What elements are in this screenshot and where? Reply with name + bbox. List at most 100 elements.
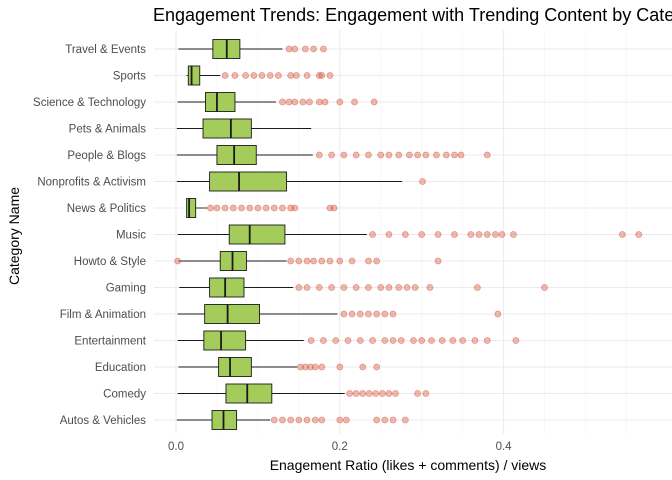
grid <box>154 30 672 434</box>
outlier-11-17 <box>512 337 520 344</box>
outlier-6-7 <box>262 204 270 212</box>
outlier-11-6 <box>381 337 389 344</box>
outlier-8-1 <box>287 257 295 265</box>
x-axis-title: Enagement Ratio (likes + comments) / vie… <box>270 457 547 473</box>
outlier-13-3 <box>365 390 373 397</box>
outlier-4-5 <box>377 151 385 159</box>
box-iqr-10 <box>204 304 260 324</box>
box-12 <box>178 357 298 377</box>
outlier-14-6 <box>318 416 326 424</box>
outlier-11-15 <box>471 337 479 344</box>
outlier-11-3 <box>344 337 352 344</box>
box-9 <box>179 277 294 298</box>
outlier-11-11 <box>428 337 435 344</box>
outlier-9-14 <box>541 284 548 291</box>
outlier-8-0 <box>174 257 182 265</box>
outlier-6-3 <box>229 204 237 212</box>
outlier-4-1 <box>328 151 336 159</box>
x-tick-label-2: 0.4 <box>496 441 513 453</box>
box-6 <box>186 198 208 218</box>
outlier-14-4 <box>303 416 311 424</box>
outlier-7-8 <box>483 231 491 238</box>
x-tick-labels: 0.0 0.2 0.4 <box>168 441 512 453</box>
outlier-14-5 <box>311 416 319 424</box>
outlier-6-0 <box>206 204 214 212</box>
outlier-0-1 <box>291 45 299 53</box>
outlier-11-4 <box>356 337 364 344</box>
outlier-6-1 <box>213 204 221 212</box>
outlier-10-2 <box>356 310 364 318</box>
box-11 <box>177 330 304 351</box>
outlier-12-1 <box>302 363 309 371</box>
outlier-13-5 <box>378 390 386 397</box>
box-13 <box>177 383 345 404</box>
box-iqr-3 <box>202 118 252 139</box>
outlier-13-1 <box>352 390 360 397</box>
outlier-8-8 <box>348 257 356 265</box>
outlier-9-0 <box>295 284 303 291</box>
outlier-1-1 <box>231 72 239 79</box>
outlier-12-0 <box>297 363 304 371</box>
outlier-6-6 <box>254 204 262 212</box>
outlier-14-10 <box>381 416 389 424</box>
outlier-9-1 <box>303 284 311 291</box>
y-tick-label-0: Travel & Events <box>65 44 146 56</box>
outlier-9-4 <box>340 284 348 291</box>
y-tick-label-9: Gaming <box>106 283 146 295</box>
outlier-7-5 <box>451 231 458 238</box>
outlier-14-11 <box>389 416 397 424</box>
y-tick-label-10: Film & Animation <box>60 309 146 321</box>
outlier-1-4 <box>258 72 266 79</box>
outlier-0-0 <box>285 45 293 53</box>
outlier-13-7 <box>392 390 399 397</box>
outlier-7-6 <box>467 231 475 238</box>
outlier-11-7 <box>389 337 397 344</box>
outlier-7-2 <box>401 231 409 238</box>
x-tick-label-0: 0.0 <box>168 441 184 453</box>
outlier-14-7 <box>336 416 344 424</box>
outlier-9-9 <box>395 284 403 291</box>
box-iqr-2 <box>205 92 236 112</box>
outlier-8-4 <box>310 257 317 265</box>
y-tick-label-2: Science & Technology <box>33 97 146 109</box>
outliers <box>174 45 643 424</box>
box-3 <box>176 118 312 139</box>
outlier-8-6 <box>326 257 334 265</box>
outlier-11-9 <box>410 337 417 344</box>
outlier-0-3 <box>310 45 317 53</box>
box-iqr-7 <box>228 224 286 245</box>
outlier-7-4 <box>434 231 442 238</box>
box-5 <box>176 171 403 192</box>
outlier-10-0 <box>340 310 348 318</box>
outlier-14-9 <box>373 416 381 424</box>
outlier-2-1 <box>285 98 293 106</box>
box-4 <box>176 145 313 165</box>
boxes <box>176 39 403 430</box>
outlier-12-6 <box>359 363 367 371</box>
outlier-4-3 <box>352 151 360 159</box>
outlier-9-2 <box>315 284 323 291</box>
outlier-12-2 <box>306 363 314 371</box>
outlier-7-1 <box>385 231 393 238</box>
y-tick-labels: Travel & Events Sports Science & Technolog… <box>33 44 147 427</box>
outlier-2-8 <box>351 98 358 106</box>
outlier-1-3 <box>250 72 258 79</box>
outlier-2-4 <box>306 98 313 106</box>
box-iqr-13 <box>225 383 273 404</box>
outlier-2-3 <box>299 98 307 106</box>
outlier-6-13 <box>330 204 338 212</box>
outlier-14-12 <box>401 416 409 424</box>
outlier-2-5 <box>315 98 323 106</box>
outlier-11-14 <box>459 337 467 344</box>
outlier-14-3 <box>295 416 303 424</box>
outlier-13-0 <box>346 390 354 397</box>
outlier-10-3 <box>365 310 372 318</box>
outlier-4-7 <box>395 151 403 159</box>
outlier-1-12 <box>326 72 334 79</box>
y-tick-label-7: Music <box>116 230 146 242</box>
y-tick-label-8: Howto & Style <box>74 256 146 268</box>
outlier-2-2 <box>291 98 299 106</box>
outlier-12-7 <box>373 363 381 371</box>
box-10 <box>177 304 338 324</box>
box-iqr-4 <box>216 145 257 165</box>
